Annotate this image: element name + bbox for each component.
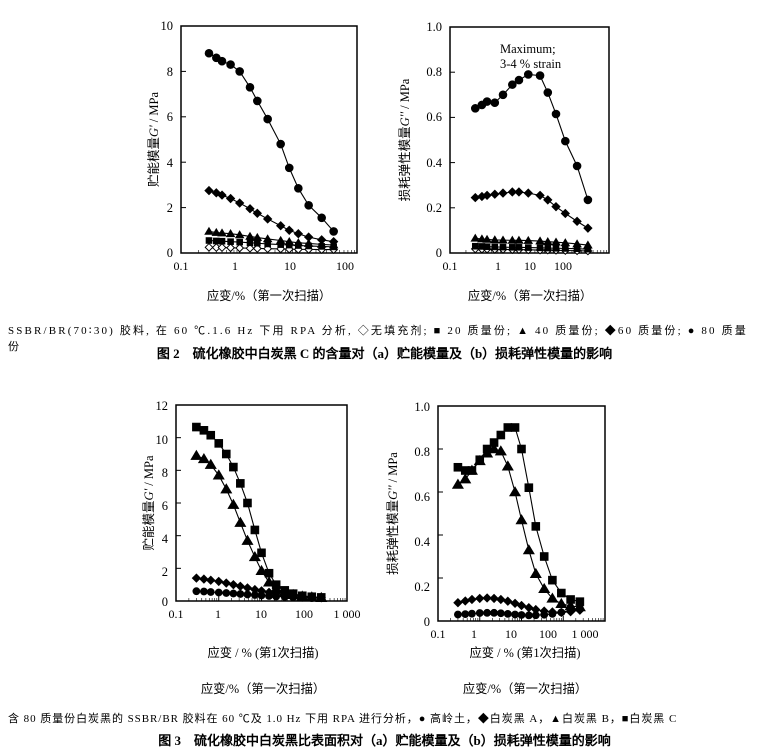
svg-text:0: 0 <box>162 595 168 609</box>
svg-text:0.6: 0.6 <box>414 490 430 504</box>
svg-text:12: 12 <box>156 399 169 413</box>
svg-text:0: 0 <box>424 615 430 629</box>
svg-text:10: 10 <box>505 627 517 641</box>
svg-text:10: 10 <box>255 607 267 621</box>
svg-text:0.1: 0.1 <box>443 259 458 273</box>
svg-text:6: 6 <box>162 499 168 513</box>
svg-text:0.2: 0.2 <box>426 201 442 215</box>
svg-text:0.1: 0.1 <box>169 607 184 621</box>
svg-text:10: 10 <box>156 433 169 447</box>
svg-text:1: 1 <box>471 627 477 641</box>
svg-text:4: 4 <box>162 532 169 546</box>
svg-text:0.6: 0.6 <box>426 110 442 124</box>
svg-text:1.0: 1.0 <box>414 400 430 414</box>
svg-text:0.8: 0.8 <box>426 65 442 79</box>
svg-text:1: 1 <box>215 607 221 621</box>
svg-text:8: 8 <box>162 466 168 480</box>
svg-text:损耗弹性模量G'' / MPa: 损耗弹性模量G'' / MPa <box>398 78 412 201</box>
svg-text:贮能模量G' / MPa: 贮能模量G' / MPa <box>146 92 161 188</box>
svg-text:0.2: 0.2 <box>414 580 430 594</box>
svg-text:2: 2 <box>167 201 173 215</box>
svg-text:10: 10 <box>161 19 174 33</box>
svg-text:0.1: 0.1 <box>174 259 189 273</box>
svg-text:1.0: 1.0 <box>426 20 442 34</box>
svg-text:0.8: 0.8 <box>414 445 430 459</box>
svg-text:6: 6 <box>167 110 173 124</box>
svg-text:100: 100 <box>539 627 557 641</box>
svg-text:贮能模量G' / MPa: 贮能模量G' / MPa <box>141 455 156 551</box>
svg-text:100: 100 <box>554 259 572 273</box>
svg-text:0.1: 0.1 <box>431 627 446 641</box>
svg-text:2: 2 <box>162 565 168 579</box>
svg-text:8: 8 <box>167 65 173 79</box>
svg-text:0: 0 <box>436 246 442 260</box>
svg-text:0.4: 0.4 <box>426 156 442 170</box>
svg-text:10: 10 <box>284 259 296 273</box>
svg-text:100: 100 <box>295 607 313 621</box>
svg-text:100: 100 <box>336 259 354 273</box>
svg-text:Maximum;: Maximum; <box>500 42 556 56</box>
svg-text:1 000: 1 000 <box>572 627 599 641</box>
svg-text:3-4 % strain: 3-4 % strain <box>500 57 562 71</box>
svg-text:损耗弹性模量G'' / MPa: 损耗弹性模量G'' / MPa <box>386 452 400 575</box>
svg-text:0.4: 0.4 <box>414 535 430 549</box>
svg-text:0: 0 <box>167 246 173 260</box>
svg-text:1 000: 1 000 <box>334 607 361 621</box>
svg-text:1: 1 <box>495 259 501 273</box>
svg-text:1: 1 <box>232 259 238 273</box>
svg-text:10: 10 <box>524 259 536 273</box>
svg-text:4: 4 <box>167 156 174 170</box>
